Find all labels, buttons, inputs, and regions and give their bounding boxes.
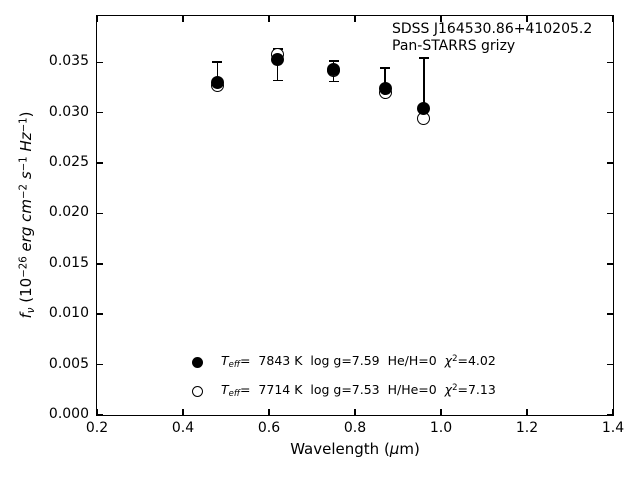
legend-entry-model-2: Teff= 7714 K log g=7.53 H/He=0 χ2=7.13 <box>192 382 496 400</box>
x-tick <box>440 16 442 22</box>
y-tick <box>607 363 613 366</box>
y-tick <box>97 111 103 114</box>
data-point-filled-circle <box>327 62 340 76</box>
x-tick-label: 0.8 <box>343 420 367 436</box>
x-tick-label: 1.2 <box>515 420 539 436</box>
y-tick <box>607 162 613 164</box>
legend-entry-model-1: Teff= 7843 K log g=7.59 He/H=0 χ2=4.02 <box>192 353 496 371</box>
y-tick <box>97 414 103 416</box>
plot-border <box>96 15 614 416</box>
x-tick <box>440 409 442 415</box>
y-tick <box>607 212 613 215</box>
x-tick <box>354 409 356 415</box>
x-tick-label: 0.6 <box>257 420 281 436</box>
x-tick <box>268 16 270 22</box>
annotation-line-1: SDSS J164530.86+410205.2 <box>392 21 593 37</box>
error-bar-cap <box>328 80 339 83</box>
y-tick <box>97 263 103 265</box>
mu-symbol: μ <box>389 440 400 458</box>
x-axis-label: Wavelength (μm) <box>290 440 420 458</box>
y-tick <box>97 61 103 64</box>
x-tick-label: 1.0 <box>429 420 453 436</box>
error-bar-cap <box>212 61 223 64</box>
error-bar <box>384 68 386 95</box>
x-tick-label: 0.4 <box>171 420 195 436</box>
x-tick <box>526 16 528 22</box>
legend-marker-open-circle-icon <box>192 385 203 397</box>
x-tick-label: 1.4 <box>601 420 625 436</box>
x-tick <box>612 16 614 22</box>
legend-marker-filled-circle-icon <box>192 356 203 368</box>
x-tick <box>526 409 528 415</box>
data-point-filled-circle <box>210 76 224 89</box>
y-tick <box>97 212 103 215</box>
y-tick <box>607 61 613 64</box>
y-tick-label: 0.030 <box>48 103 89 120</box>
y-tick-label: 0.025 <box>48 154 89 171</box>
legend-text-model-2: Teff= 7714 K log g=7.53 H/He=0 χ2=7.13 <box>221 382 496 400</box>
error-bar <box>422 58 425 119</box>
y-tick <box>97 313 103 315</box>
y-tick-label: 0.005 <box>48 355 89 372</box>
x-tick <box>354 16 356 22</box>
y-tick <box>607 111 613 114</box>
x-tick <box>96 16 98 22</box>
plot-annotation: SDSS J164530.86+410205.2 Pan-STARRS griz… <box>392 21 592 55</box>
x-tick <box>96 409 98 415</box>
data-point-filled-circle <box>271 52 285 66</box>
y-tick-label: 0.000 <box>48 406 89 422</box>
x-tick <box>268 409 270 415</box>
error-bar-cap <box>328 60 339 63</box>
annotation-line-2: Pan-STARRS grizy <box>392 38 516 54</box>
y-tick-label: 0.010 <box>48 305 89 322</box>
error-bar-cap <box>380 67 391 70</box>
y-tick <box>97 363 103 366</box>
y-tick-label: 0.035 <box>48 53 89 70</box>
error-bar-cap <box>272 79 283 82</box>
y-tick <box>97 162 103 164</box>
x-tick <box>612 409 614 415</box>
y-tick <box>607 313 613 315</box>
error-bar <box>216 62 219 83</box>
x-tick <box>182 16 184 22</box>
error-bar-cap <box>418 57 429 60</box>
x-tick-label: 0.2 <box>85 420 109 436</box>
data-point-filled-circle <box>378 82 392 96</box>
legend-text-model-1: Teff= 7843 K log g=7.59 He/H=0 χ2=4.02 <box>221 353 496 371</box>
y-tick-label: 0.015 <box>48 254 89 271</box>
y-tick <box>607 414 613 416</box>
y-tick-label: 0.020 <box>48 204 89 221</box>
data-point-filled-circle <box>417 102 431 116</box>
x-tick <box>182 409 184 415</box>
y-tick <box>607 263 613 265</box>
